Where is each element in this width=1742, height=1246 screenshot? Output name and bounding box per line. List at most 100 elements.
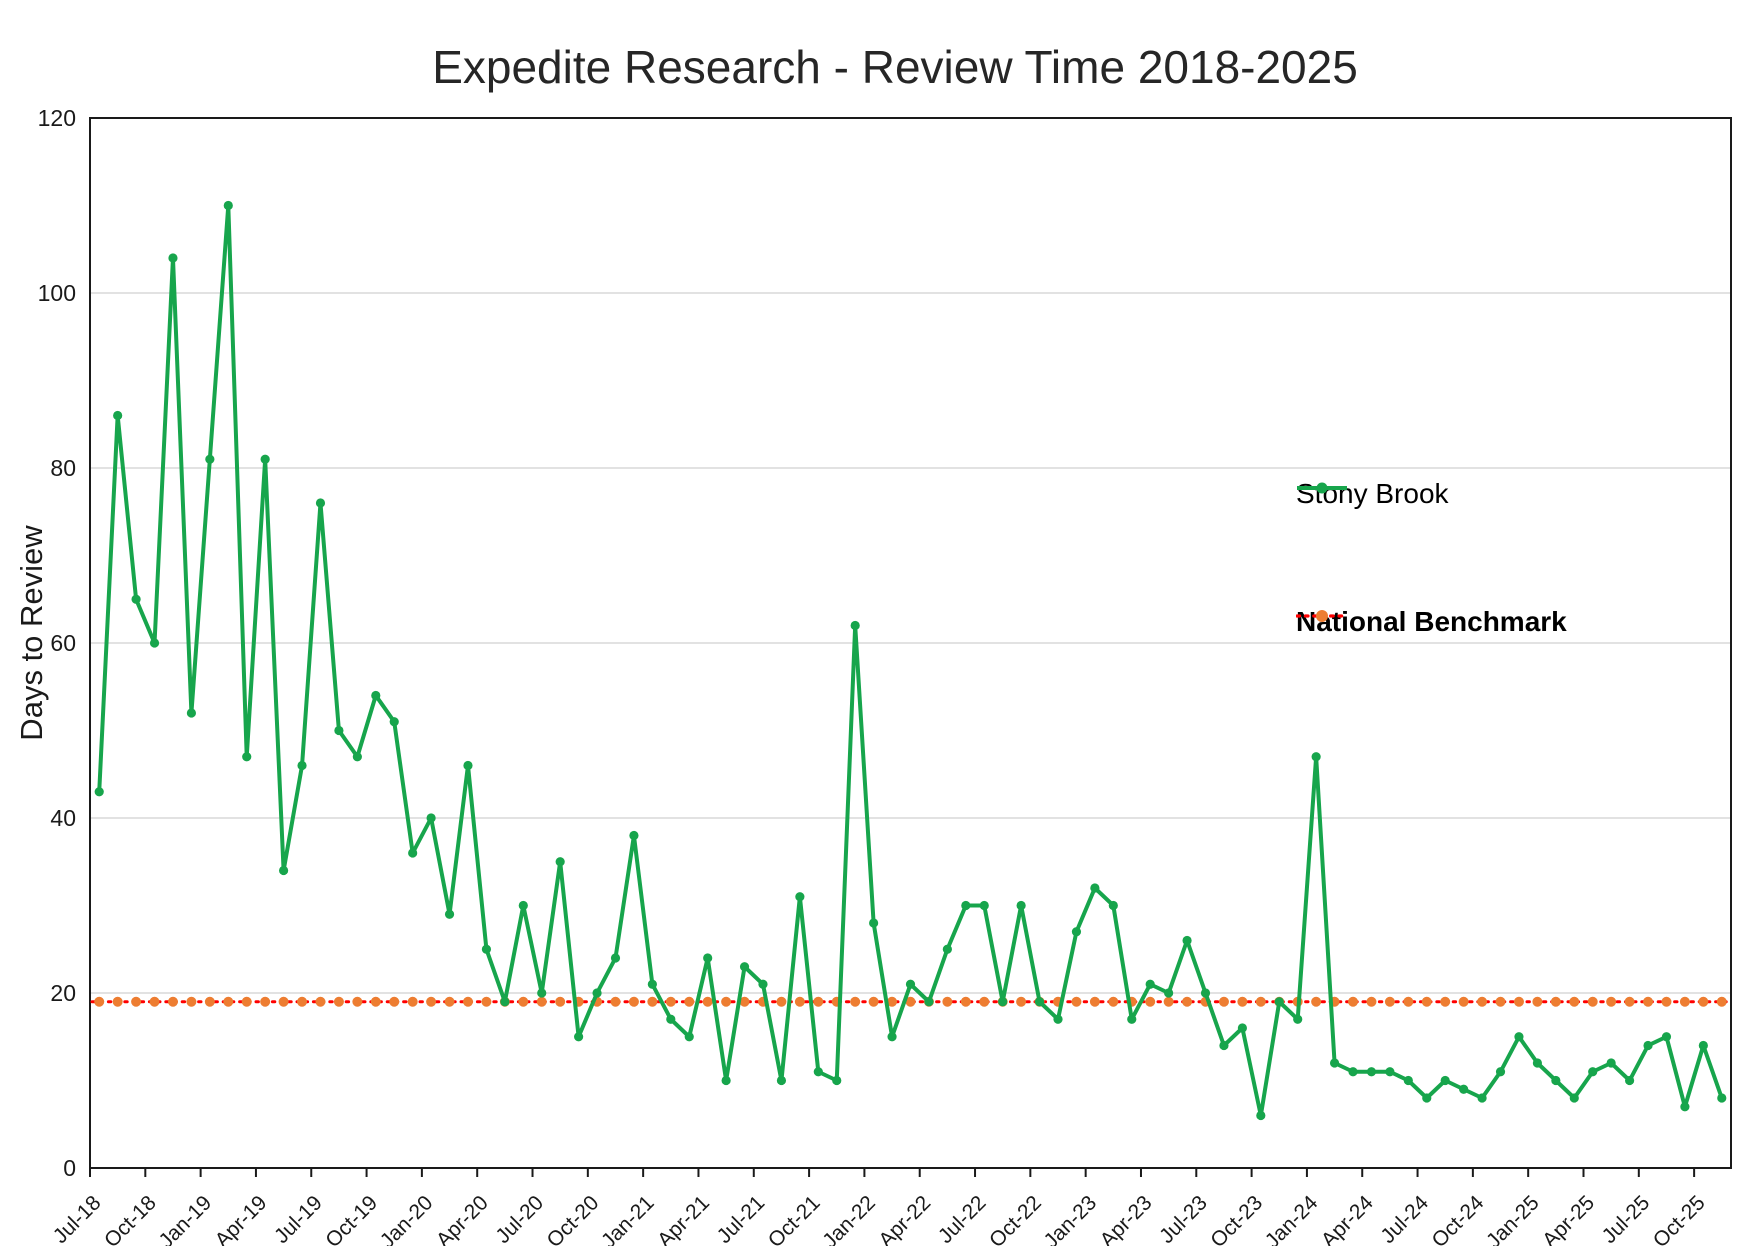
- benchmark-marker: [721, 996, 732, 1007]
- x-tick-label-Oct-20: Oct-20: [543, 1191, 604, 1246]
- x-tick-label-Jul-21: Jul-21: [713, 1191, 770, 1246]
- stony-brook-point-Nov-20: [610, 953, 621, 963]
- stony-brook-point-May-22: [942, 944, 952, 954]
- y-tick-label-20: 20: [50, 980, 76, 1006]
- benchmark-marker: [112, 996, 123, 1007]
- benchmark-marker: [555, 996, 566, 1007]
- benchmark-marker: [665, 996, 676, 1007]
- benchmark-marker: [1348, 996, 1359, 1007]
- stony-brook-point-May-23: [1164, 988, 1174, 998]
- benchmark-marker: [241, 996, 252, 1007]
- benchmark-marker: [1569, 996, 1580, 1007]
- stony-brook-point-Jan-21: [647, 979, 657, 989]
- x-tick-label-Oct-21: Oct-21: [764, 1191, 825, 1246]
- benchmark-marker: [776, 996, 787, 1007]
- benchmark-marker: [739, 996, 750, 1007]
- benchmark-marker: [850, 996, 861, 1007]
- x-tick-label-Jan-25: Jan-25: [1482, 1191, 1544, 1246]
- benchmark-marker: [868, 996, 879, 1007]
- benchmark-marker: [131, 996, 142, 1007]
- stony-brook-point-Jun-20: [518, 900, 528, 911]
- stony-brook-point-Jun-19: [297, 760, 307, 771]
- stony-brook-point-Sep-20: [574, 1032, 584, 1042]
- x-tick-label-Jul-20: Jul-20: [491, 1191, 548, 1246]
- x-tick-label-Jul-19: Jul-19: [270, 1191, 327, 1246]
- benchmark-marker: [1624, 996, 1635, 1007]
- stony-brook-point-Nov-25: [1717, 1093, 1727, 1103]
- benchmark-marker: [186, 996, 197, 1007]
- stony-brook-point-Dec-23: [1293, 1014, 1303, 1024]
- stony-brook-point-Jul-20: [537, 988, 547, 998]
- legend-item-national-benchmark[interactable]: National Benchmark: [1296, 606, 1567, 638]
- benchmark-marker: [1550, 996, 1561, 1007]
- benchmark-marker: [1403, 996, 1414, 1007]
- benchmark-marker: [536, 996, 547, 1007]
- stony-brook-point-Aug-19: [334, 725, 344, 736]
- benchmark-marker: [94, 996, 105, 1007]
- stony-brook-point-Aug-23: [1219, 1040, 1229, 1051]
- stony-brook-point-Oct-21: [813, 1067, 823, 1077]
- benchmark-marker: [1606, 996, 1617, 1007]
- stony-brook-point-Mar-22: [905, 979, 916, 989]
- x-tick-label-Jan-19: Jan-19: [154, 1191, 216, 1246]
- stony-brook-line: [97, 203, 1724, 1118]
- stony-brook-point-Apr-21: [703, 953, 713, 963]
- stony-brook-point-Sep-19: [352, 752, 362, 762]
- x-tick-label-Jan-20: Jan-20: [376, 1191, 438, 1246]
- benchmark-marker: [1643, 996, 1654, 1007]
- benchmark-marker: [1145, 996, 1156, 1007]
- stony-brook-point-Sep-24: [1459, 1084, 1469, 1094]
- y-tick-label-80: 80: [50, 455, 76, 481]
- x-tick-label-Jan-22: Jan-22: [818, 1191, 880, 1246]
- stony-brook-point-Sep-25: [1680, 1102, 1690, 1112]
- stony-brook-point-Jun-23: [1182, 935, 1192, 946]
- benchmark-dotted-marker-icon: [1296, 610, 1348, 622]
- stony-brook-point-Jul-21: [758, 979, 768, 989]
- stony-brook-point-Oct-22: [1034, 997, 1045, 1007]
- stony-brook-point-Dec-18: [186, 708, 197, 718]
- stony-brook-point-Dec-22: [1071, 927, 1082, 937]
- stony-brook-point-Feb-24: [1329, 1058, 1340, 1068]
- chart-title: Expedite Research - Review Time 2018-202…: [432, 41, 1358, 93]
- benchmark-marker: [628, 996, 639, 1007]
- stony-brook-point-May-25: [1606, 1058, 1616, 1068]
- benchmark-marker: [1366, 996, 1377, 1007]
- benchmark-marker: [610, 996, 621, 1007]
- stony-brook-point-Feb-21: [666, 1014, 676, 1024]
- benchmark-marker: [462, 996, 473, 1007]
- x-tick-label-Apr-22: Apr-22: [874, 1191, 935, 1246]
- stony-brook-point-Apr-25: [1588, 1067, 1598, 1077]
- legend-label-national-benchmark: National Benchmark: [1296, 606, 1567, 637]
- benchmark-marker: [1218, 996, 1229, 1007]
- stony-brook-point-Nov-21: [832, 1075, 842, 1086]
- benchmark-marker: [1182, 996, 1193, 1007]
- legend-item-stony-brook[interactable]: Stony Brook: [1296, 478, 1449, 510]
- stony-brook-point-Jun-22: [961, 900, 971, 911]
- benchmark-marker: [813, 996, 824, 1007]
- stony-brook-point-Jul-23: [1200, 988, 1211, 998]
- x-tick-label-Oct-25: Oct-25: [1649, 1191, 1710, 1246]
- y-tick-label-40: 40: [50, 805, 76, 831]
- national-benchmark-series: [90, 996, 1731, 1007]
- stony-brook-point-Mar-23: [1127, 1014, 1137, 1024]
- benchmark-marker: [1237, 996, 1248, 1007]
- stony-brook-point-Sep-18: [131, 594, 141, 604]
- stony-brook-point-Mar-24: [1348, 1067, 1358, 1077]
- x-tick-label-Oct-22: Oct-22: [985, 1191, 1046, 1246]
- x-tick-label-Jan-21: Jan-21: [597, 1191, 659, 1246]
- benchmark-marker: [887, 996, 898, 1007]
- benchmark-marker: [389, 996, 400, 1007]
- benchmark-marker: [1698, 996, 1709, 1007]
- x-tick-label-Jul-18: Jul-18: [49, 1191, 106, 1246]
- stony-brook-point-Nov-18: [168, 253, 178, 263]
- benchmark-marker: [370, 996, 381, 1007]
- benchmark-marker: [1477, 996, 1488, 1007]
- benchmark-marker: [315, 996, 326, 1007]
- stony-brook-point-Sep-22: [1016, 900, 1026, 911]
- benchmark-marker: [149, 996, 160, 1007]
- benchmark-marker: [1495, 996, 1506, 1007]
- stony-brook-point-Feb-20: [444, 909, 455, 919]
- stony-brook-point-Jan-20: [426, 813, 436, 823]
- stony-brook-point-Feb-22: [887, 1032, 897, 1042]
- stony-brook-point-Oct-19: [371, 690, 381, 701]
